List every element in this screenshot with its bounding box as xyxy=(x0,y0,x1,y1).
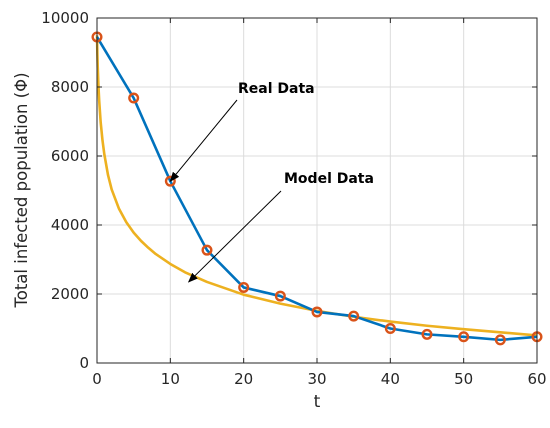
real-data-point xyxy=(274,290,286,302)
x-tick-label: 50 xyxy=(454,370,473,388)
annotations: Real Data Model Data xyxy=(169,81,374,283)
annotation-label: Real Data xyxy=(238,81,315,97)
real-data-point xyxy=(311,306,323,318)
x-axis-label: t xyxy=(314,392,321,412)
real-data-point xyxy=(384,323,396,335)
y-tick-label: 4000 xyxy=(51,216,89,234)
ticks: 0 10 20 30 40 50 60 0 2000 4000 6000 8000 10000 xyxy=(41,9,546,388)
y-tick-label: 0 xyxy=(79,354,89,372)
y-tick-label: 10000 xyxy=(41,9,89,27)
x-tick-label: 20 xyxy=(234,370,253,388)
real-data-point xyxy=(458,331,470,343)
y-tick-label: 8000 xyxy=(51,78,89,96)
annotation-label: Model Data xyxy=(284,171,374,187)
annotation-arrow xyxy=(187,190,282,283)
x-tick-label: 60 xyxy=(527,370,546,388)
annotation-arrow xyxy=(169,99,238,182)
x-tick-label: 0 xyxy=(92,370,102,388)
grid xyxy=(97,18,537,363)
real-data-point xyxy=(201,244,213,256)
real-data-point xyxy=(238,281,250,293)
x-tick-label: 40 xyxy=(381,370,400,388)
model-data-line xyxy=(95,35,538,337)
real-data-point xyxy=(421,328,433,340)
real-data-point xyxy=(128,92,140,104)
x-tick-label: 30 xyxy=(307,370,326,388)
real-data-point xyxy=(348,310,360,322)
y-axis-label: Total infected population (Φ) xyxy=(12,72,31,308)
x-tick-label: 10 xyxy=(161,370,180,388)
y-tick-label: 6000 xyxy=(51,147,89,165)
y-tick-label: 2000 xyxy=(51,285,89,303)
real-data-point xyxy=(494,334,506,346)
